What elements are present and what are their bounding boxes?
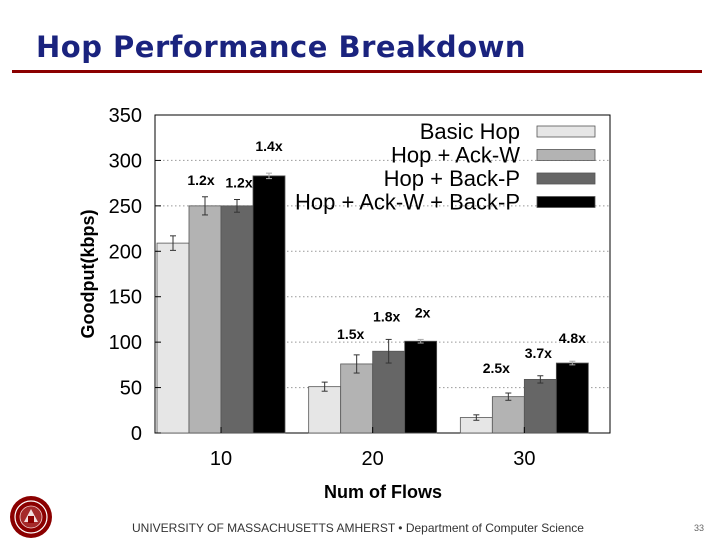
speedup-label: 1.4x [255,138,282,154]
speedup-label: 1.2x [187,172,214,188]
legend-label: Hop + Ack-W + Back-P [295,190,520,215]
slide-title: Hop Performance Breakdown [36,30,527,64]
x-tick-label: 20 [362,448,384,470]
footer-separator: • [398,521,403,535]
speedup-label: 1.5x [337,326,364,342]
title-underline [12,70,702,73]
page-number: 33 [694,523,705,533]
y-tick-label: 50 [120,378,142,400]
bar-hop-ack-w-20 [340,363,374,434]
bar-hop-ack-w-back-p-30 [555,362,589,434]
speedup-label: 2.5x [483,360,510,376]
axes: 0 50 100 150 200 250 300 350 10 20 30 Num of Flows G… [78,105,535,502]
speedup-label: 4.8x [559,330,586,346]
x-axis-title: Num of Flows [324,482,442,502]
x-tick-label: 10 [210,448,232,470]
y-tick-label: 250 [109,196,142,218]
bar-hop-ack-w-10 [188,205,222,434]
goodput-bar-chart: 1.2x 1.2x 1.4x 1.5x 1.8x 2x 2.5x 3.7x 4.8x 0 50 10… [78,105,611,502]
annotations: 1.2x 1.2x 1.4x 1.5x 1.8x 2x 2.5x 3.7x 4.8x [187,138,586,376]
y-tick-label: 200 [109,241,142,263]
y-tick-label: 0 [131,423,142,445]
bar-hop-back-p-30 [523,378,557,434]
speedup-label: 1.8x [373,308,400,324]
legend-label: Hop + Ack-W [391,143,520,168]
bar-hop-ack-w-30 [491,396,525,434]
speedup-label: 2x [415,304,431,320]
footer-department: Department of Computer Science [405,521,584,535]
bars [156,172,589,434]
bar-hop-ack-w-back-p-10 [252,175,286,434]
legend-swatch [536,149,596,161]
y-tick-label: 150 [109,287,142,309]
bar-hop-ack-w-back-p-20 [404,340,438,434]
legend-swatch [536,196,596,208]
x-tick-label: 30 [513,448,535,470]
legend-swatch [536,172,596,185]
speedup-label: 1.2x [225,174,252,190]
legend-label: Basic Hop [420,119,520,144]
umass-seal-icon [10,496,52,538]
legend-swatch [536,125,596,138]
speedup-label: 3.7x [525,345,552,361]
footer-text: UNIVERSITY OF MASSACHUSETTS AMHERST • De… [132,521,584,535]
legend-label: Hop + Back-P [384,166,520,191]
y-tick-label: 300 [109,150,142,172]
bar-hop-back-p-10 [220,205,254,434]
y-tick-label: 350 [109,105,142,127]
y-tick-label: 100 [109,332,142,354]
y-axis-title: Goodput(kbps) [78,210,98,339]
footer-university: UNIVERSITY OF MASSACHUSETTS AMHERST [132,521,395,535]
bar-basic-hop-10 [156,242,190,434]
bar-basic-hop-20 [308,386,342,434]
